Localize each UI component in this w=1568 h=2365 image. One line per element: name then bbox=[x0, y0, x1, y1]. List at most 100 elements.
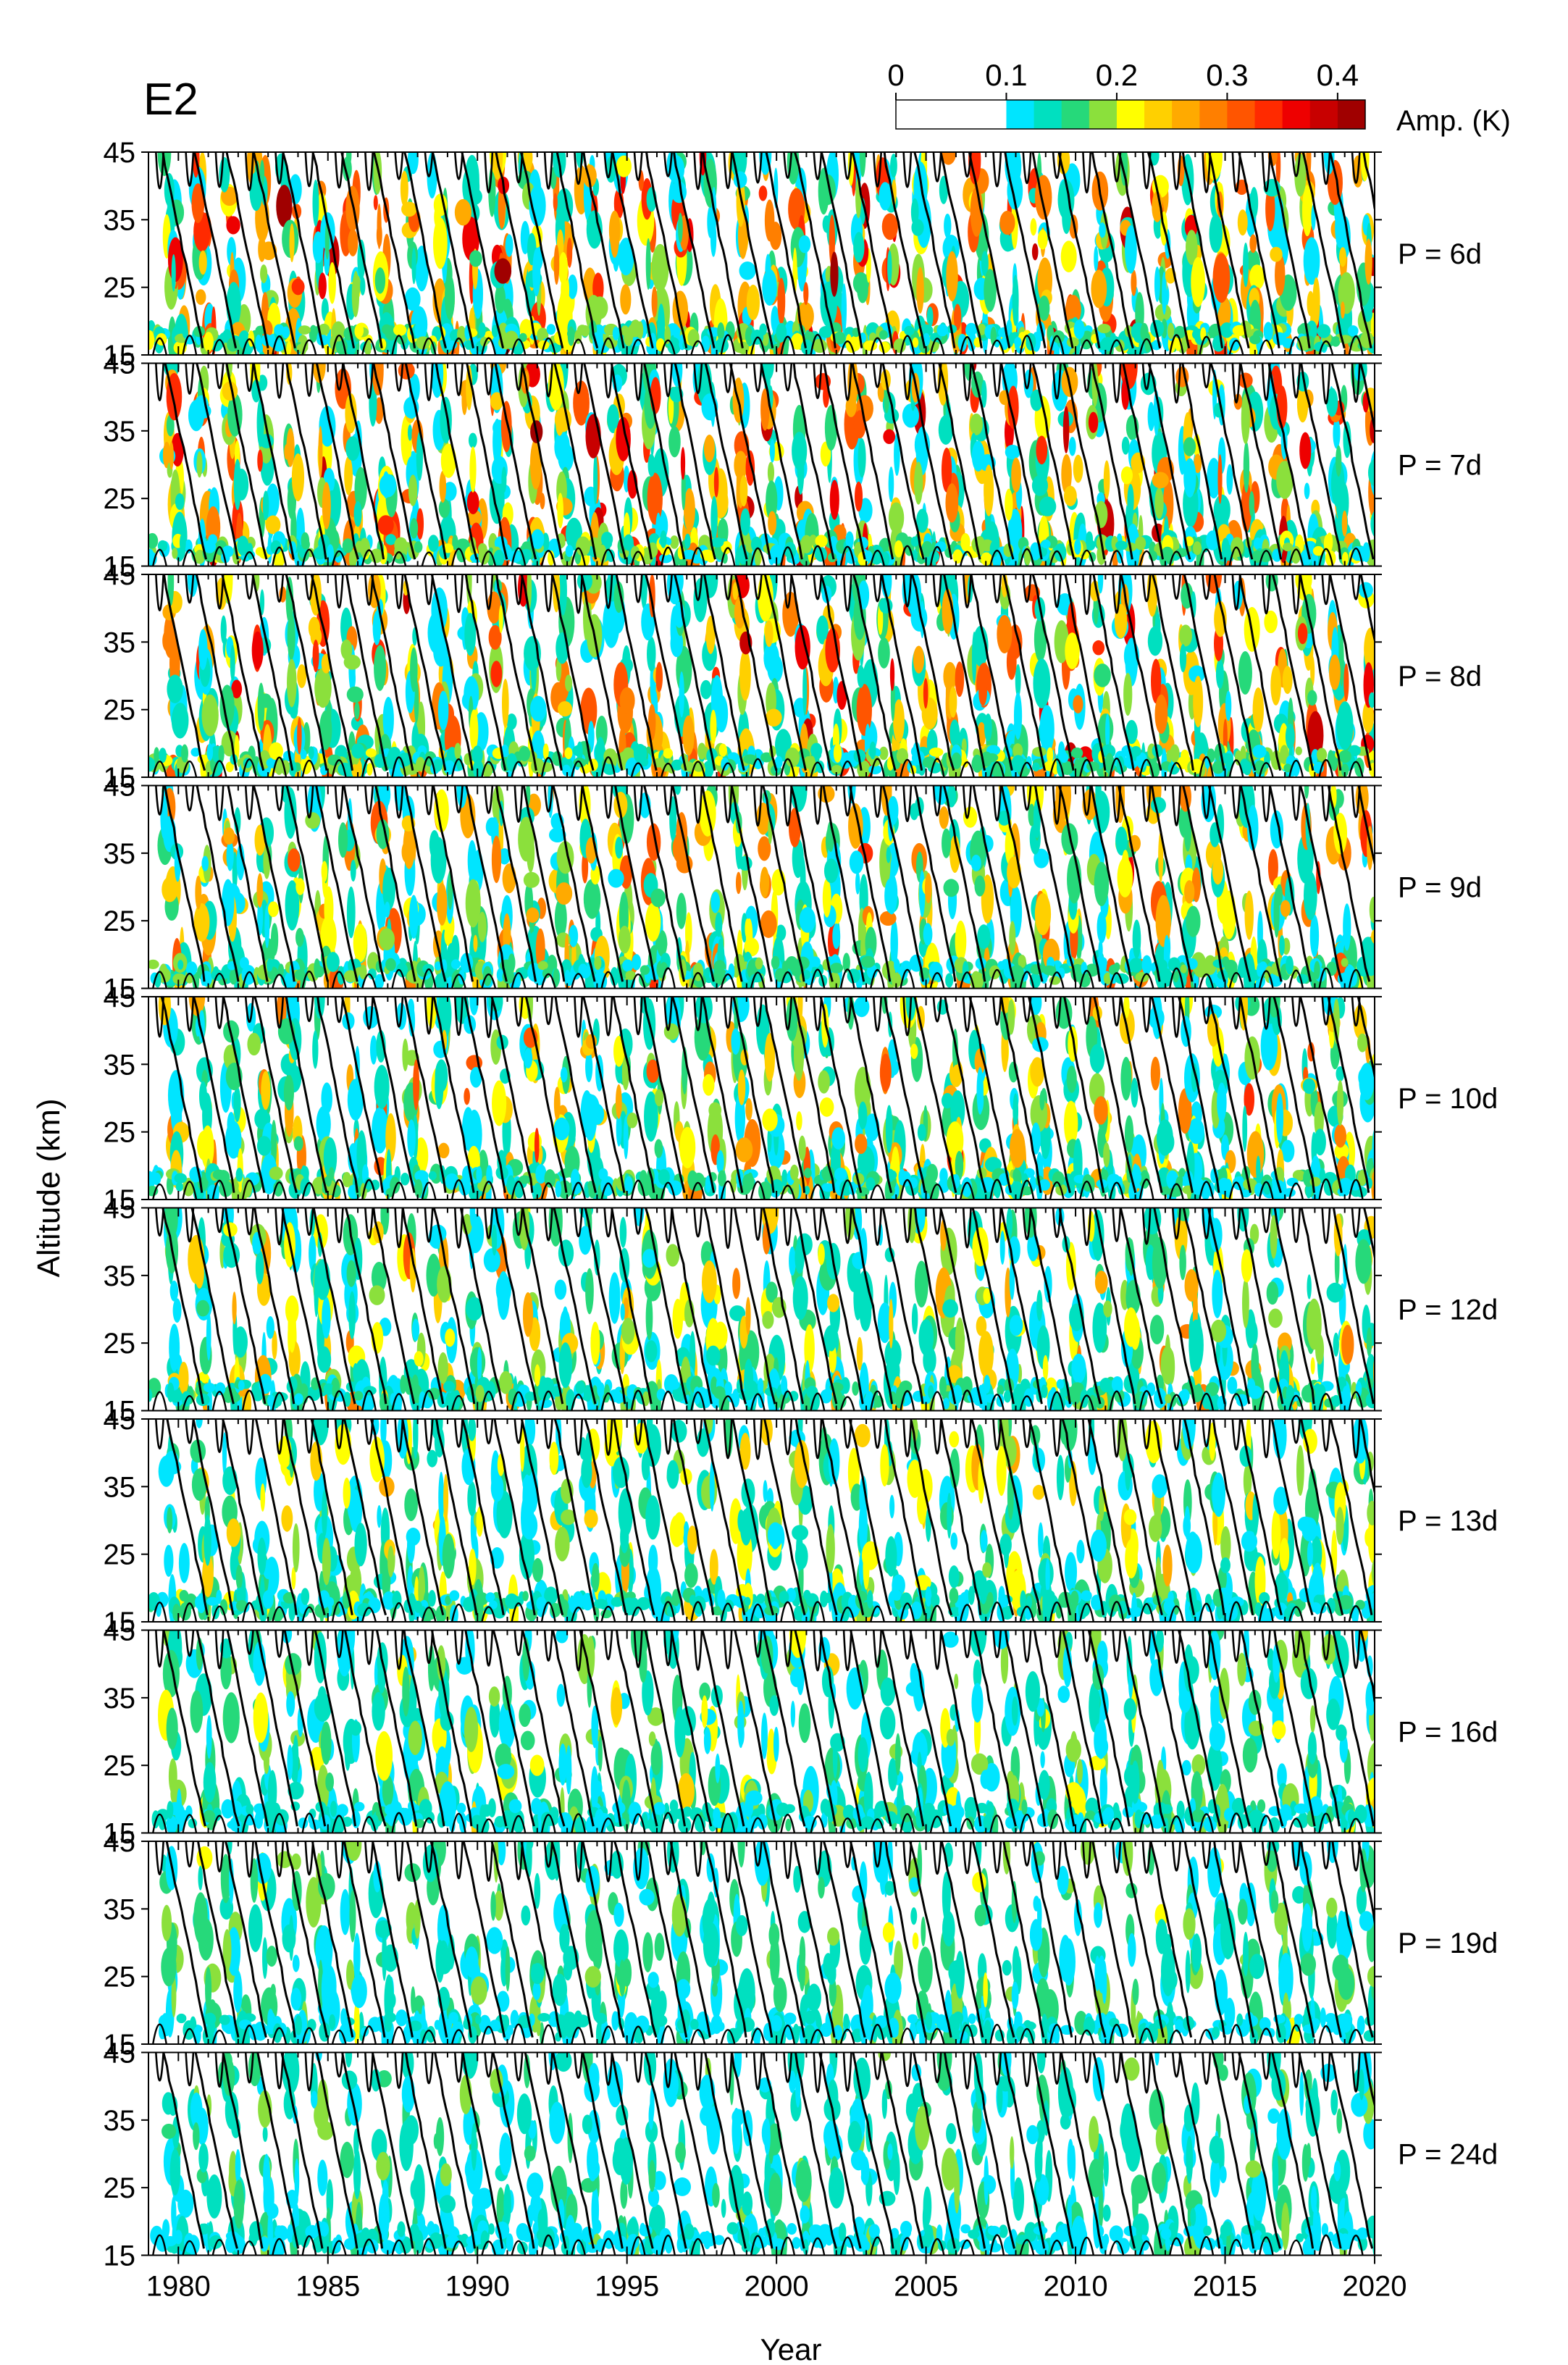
contour-line bbox=[543, 574, 553, 613]
amplitude-patch bbox=[682, 715, 695, 756]
y-tick-label: 15 bbox=[104, 551, 136, 583]
amplitude-patch bbox=[331, 321, 345, 342]
amplitude-patch bbox=[274, 324, 285, 336]
amplitude-patch bbox=[765, 620, 773, 648]
contour-line bbox=[162, 152, 204, 348]
contour-line bbox=[630, 551, 646, 566]
amplitude-patch bbox=[1073, 454, 1083, 483]
amplitude-patch bbox=[1012, 275, 1019, 326]
amplitude-patch bbox=[1249, 234, 1257, 254]
contour-line bbox=[1112, 363, 1122, 403]
amplitude-patch bbox=[926, 306, 934, 327]
contour-line bbox=[211, 546, 227, 566]
amplitude-patch bbox=[172, 548, 178, 559]
amplitude-patch bbox=[439, 470, 447, 503]
amplitude-patch bbox=[355, 540, 364, 553]
contour-line bbox=[1079, 549, 1095, 566]
amplitude-patch bbox=[939, 175, 949, 204]
contour-line bbox=[391, 335, 407, 355]
amplitude-patch bbox=[328, 262, 336, 304]
amplitude-patch bbox=[369, 548, 383, 564]
contour-line bbox=[959, 551, 975, 566]
contour-line bbox=[334, 574, 344, 609]
amplitude-patch bbox=[679, 671, 684, 718]
amplitude-patch bbox=[382, 696, 394, 742]
amplitude-patch bbox=[351, 273, 360, 317]
contour-line bbox=[962, 363, 972, 401]
contour-line bbox=[870, 337, 885, 355]
amplitude-patch bbox=[934, 541, 947, 553]
amplitude-patch bbox=[881, 213, 898, 240]
amplitude-patch bbox=[414, 322, 426, 340]
amplitude-patch bbox=[359, 964, 367, 979]
amplitude-patch bbox=[834, 331, 846, 345]
amplitude-patch bbox=[1120, 466, 1133, 485]
contour-line bbox=[703, 574, 745, 771]
contour-line bbox=[315, 363, 359, 560]
amplitude-patch bbox=[1140, 322, 1149, 342]
amplitude-patch bbox=[1151, 658, 1162, 704]
contour-line bbox=[1228, 546, 1244, 566]
contour-line bbox=[195, 574, 238, 771]
contour-line bbox=[211, 760, 227, 777]
contour-line bbox=[1171, 152, 1181, 191]
amplitude-patch bbox=[342, 538, 353, 553]
amplitude-patch bbox=[1034, 848, 1049, 868]
amplitude-patch bbox=[466, 490, 479, 514]
amplitude-patch bbox=[312, 231, 324, 264]
amplitude-patch bbox=[974, 875, 986, 897]
contour-line bbox=[424, 574, 434, 606]
amplitude-patch bbox=[583, 879, 601, 919]
amplitude-patch bbox=[818, 325, 834, 338]
panel-period-label: P = 7d bbox=[1398, 450, 1482, 482]
colorbar-tick-label: 0 bbox=[887, 58, 904, 92]
contour-line bbox=[780, 758, 796, 777]
contour-line bbox=[810, 545, 826, 566]
contour-line bbox=[720, 547, 736, 566]
contour-line bbox=[340, 152, 383, 348]
amplitude-patch bbox=[277, 963, 285, 977]
amplitude-patch bbox=[911, 219, 924, 236]
amplitude-patch bbox=[437, 690, 449, 731]
contour-line bbox=[633, 574, 643, 603]
amplitude-patch bbox=[345, 335, 356, 355]
amplitude-patch bbox=[945, 973, 954, 988]
amplitude-patch bbox=[1243, 242, 1249, 288]
amplitude-patch bbox=[625, 757, 640, 777]
amplitude-patch bbox=[274, 759, 284, 775]
amplitude-patch bbox=[1343, 421, 1351, 459]
amplitude-patch bbox=[308, 746, 314, 759]
colorbar-swatch bbox=[1006, 100, 1035, 129]
amplitude-patch bbox=[337, 966, 345, 985]
colorbar-swatch bbox=[1199, 100, 1228, 129]
panel-plot-area bbox=[148, 363, 1375, 566]
contour-line bbox=[520, 574, 563, 771]
amplitude-patch bbox=[300, 749, 307, 760]
amplitude-patch bbox=[651, 243, 669, 292]
amplitude-patch bbox=[310, 627, 322, 647]
amplitude-patch bbox=[231, 679, 243, 699]
amplitude-patch bbox=[810, 956, 821, 968]
amplitude-patch bbox=[438, 498, 450, 519]
amplitude-patch bbox=[587, 721, 595, 753]
contour-line bbox=[1031, 574, 1075, 771]
amplitude-patch bbox=[769, 439, 775, 463]
amplitude-patch bbox=[284, 787, 297, 839]
amplitude-patch bbox=[939, 806, 949, 829]
amplitude-patch bbox=[1154, 304, 1172, 322]
amplitude-patch bbox=[553, 244, 560, 285]
contour-line bbox=[633, 152, 643, 181]
amplitude-patch bbox=[464, 612, 477, 656]
contour-line bbox=[1267, 363, 1311, 560]
contour-line bbox=[663, 574, 673, 603]
amplitude-patch bbox=[1249, 490, 1254, 517]
amplitude-patch bbox=[157, 540, 168, 552]
amplitude-patch bbox=[607, 404, 619, 434]
amplitude-patch bbox=[196, 451, 203, 478]
amplitude-patch bbox=[1252, 745, 1267, 758]
amplitude-patch bbox=[637, 321, 644, 340]
amplitude-patch bbox=[823, 858, 839, 884]
amplitude-patch bbox=[454, 742, 461, 760]
panel-frame bbox=[148, 574, 1375, 778]
amplitude-patch bbox=[1207, 458, 1221, 499]
